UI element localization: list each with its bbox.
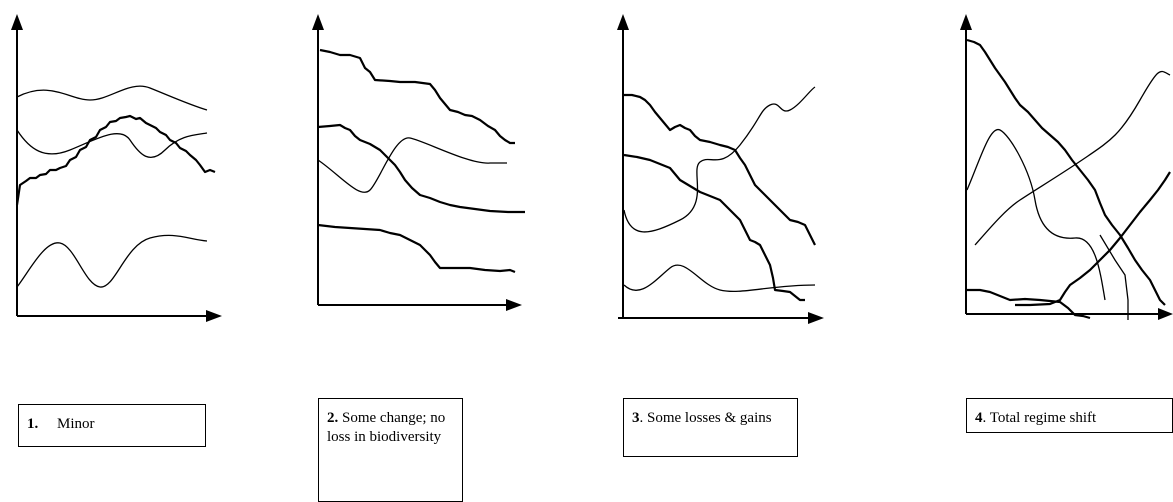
panel-1-curves xyxy=(15,85,216,288)
panel-label: . Some losses & gains xyxy=(639,410,772,426)
panel-4-curves xyxy=(966,38,1171,320)
panel-label: Minor xyxy=(57,416,95,432)
panel-label: Some change; no loss in biodiversity xyxy=(327,410,446,445)
panel-2-curves xyxy=(317,48,525,274)
panel-1-axes xyxy=(11,14,222,322)
panel-4-axes xyxy=(960,14,1173,320)
label-box: 2. Some change; no loss in biodiversity xyxy=(318,398,463,502)
panel-2-axes xyxy=(312,14,522,311)
panel-number: 3 xyxy=(632,410,640,426)
panel-label: . Total regime shift xyxy=(982,410,1097,426)
panel-3-curves xyxy=(623,86,816,302)
label-box: 1. Minor xyxy=(18,404,206,447)
panel-number: 4 xyxy=(975,410,983,426)
panel-number: 2. xyxy=(327,410,339,426)
panel-number: 1. xyxy=(27,416,39,432)
label-box: 3. Some losses & gains xyxy=(623,398,798,457)
panel-3-axes xyxy=(617,14,824,324)
label-box: 4. Total regime shift xyxy=(966,398,1173,433)
